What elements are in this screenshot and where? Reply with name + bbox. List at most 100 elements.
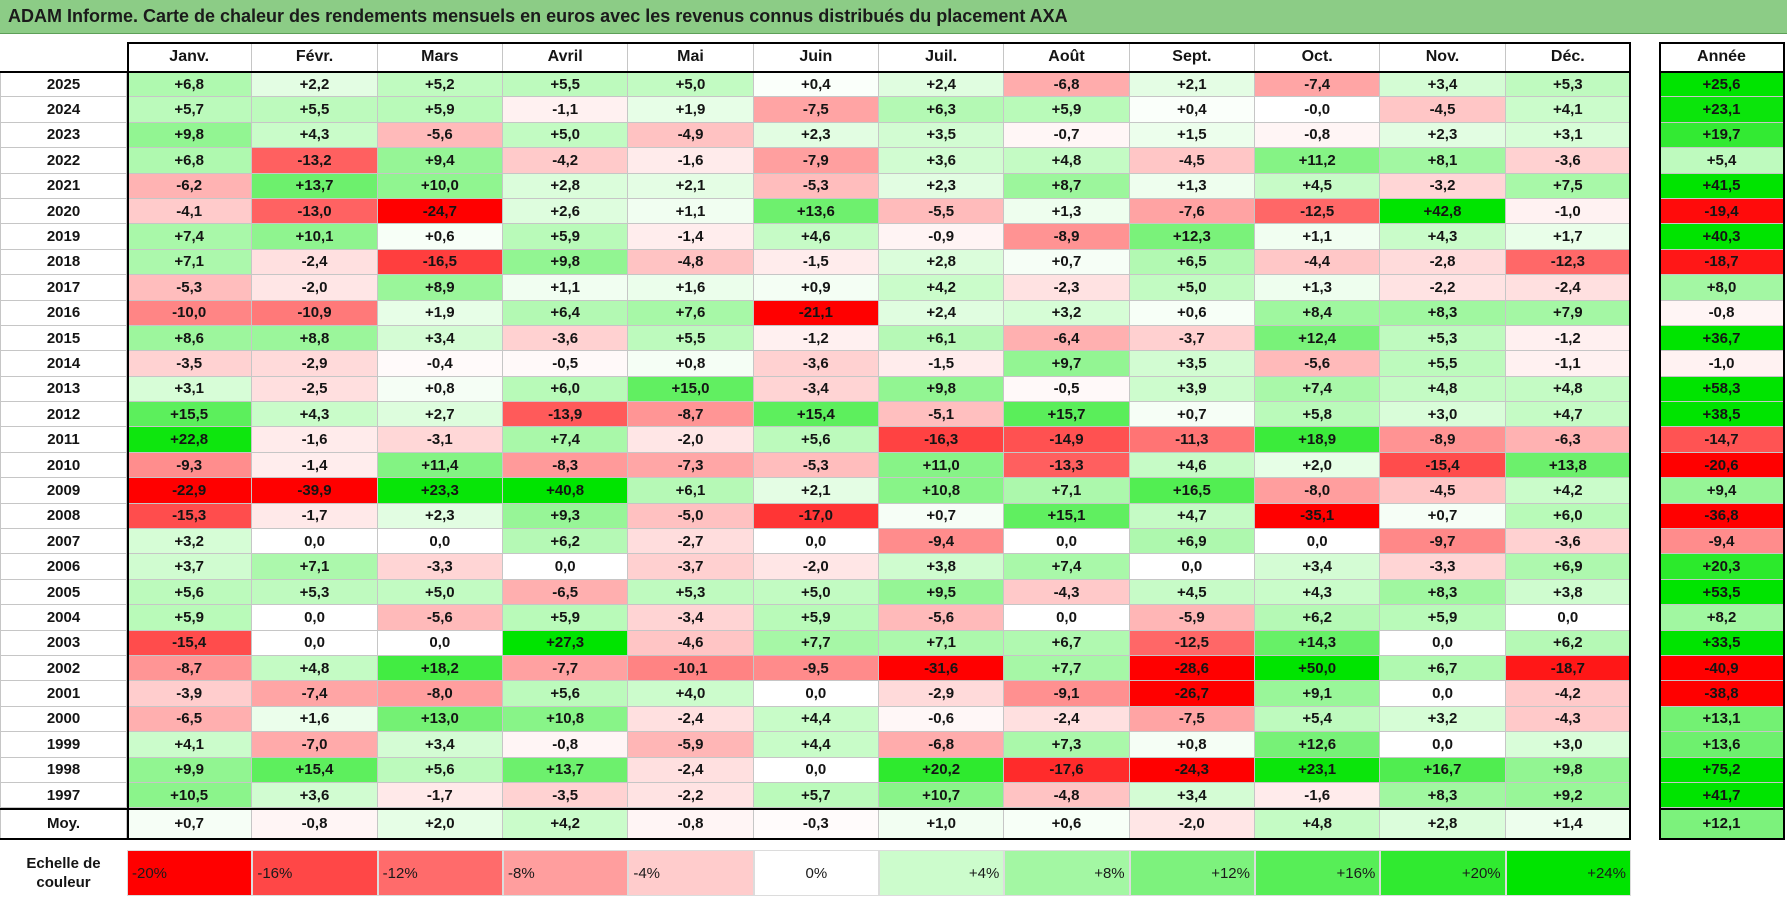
- row-label-year: 2003: [0, 630, 127, 656]
- heatmap-cell: -7,4: [1255, 72, 1381, 98]
- heatmap-cell: +2,3: [879, 173, 1005, 199]
- heatmap-cell: -7,4: [252, 681, 378, 707]
- heatmap-cell: +7,1: [252, 554, 378, 580]
- annual-total-cell: +8,2: [1659, 605, 1785, 631]
- heatmap-cell: +11,0: [879, 452, 1005, 479]
- row-label-year: 2023: [0, 122, 127, 149]
- annual-total-cell: +53,5: [1659, 579, 1785, 606]
- heatmap-cell: -17,0: [753, 503, 879, 530]
- heatmap-cell: -8,7: [628, 402, 754, 428]
- heatmap-cell: +9,9: [127, 757, 253, 783]
- heatmap-cell: +15,0: [628, 376, 754, 403]
- heatmap-cell: +7,1: [127, 249, 253, 276]
- row-label-year: 2017: [0, 275, 127, 301]
- heatmap-cell: -1,6: [1255, 782, 1381, 809]
- heatmap-cell: -2,4: [628, 706, 754, 733]
- heatmap-cell: -3,6: [1505, 148, 1631, 174]
- month-column-header: Mars: [377, 42, 503, 72]
- heatmap-cell: +0,7: [1004, 249, 1130, 276]
- heatmap-cell: +3,2: [127, 529, 253, 555]
- annual-total-cell: +13,1: [1659, 706, 1785, 733]
- heatmap-cell: 0,0: [1505, 605, 1631, 631]
- heatmap-cell: -7,5: [1129, 706, 1255, 733]
- heatmap-cell: +2,3: [753, 122, 879, 149]
- heatmap-cell: -28,6: [1129, 655, 1255, 682]
- heatmap-cell: +7,4: [1004, 554, 1130, 580]
- heatmap-cell: +1,6: [628, 275, 754, 301]
- heatmap-cell: -12,3: [1505, 249, 1631, 276]
- heatmap-cell: 0,0: [252, 630, 378, 656]
- heatmap-cell: +6,0: [1505, 503, 1631, 530]
- heatmap-cell: +7,7: [1004, 655, 1130, 682]
- row-label-year: 2001: [0, 681, 127, 707]
- heatmap-cell: +8,1: [1380, 148, 1506, 174]
- annual-total-cell: -0,8: [1659, 300, 1785, 326]
- annual-total-cell: +8,0: [1659, 275, 1785, 301]
- heatmap-cell: 0,0: [1380, 630, 1506, 656]
- heatmap-cell: +7,6: [628, 300, 754, 326]
- heatmap-cell: +7,5: [1505, 173, 1631, 199]
- heatmap-cell: +4,3: [1380, 224, 1506, 250]
- heatmap-cell: +3,8: [1505, 579, 1631, 606]
- row-label-year: 2009: [0, 478, 127, 504]
- heatmap-cell: -9,5: [753, 655, 879, 682]
- heatmap-cell: -0,0: [1255, 97, 1381, 123]
- average-row-label: Moy.: [0, 808, 127, 840]
- heatmap-cell: +5,5: [1380, 351, 1506, 377]
- heatmap-cell: +9,7: [1004, 351, 1130, 377]
- heatmap-cell: +22,8: [127, 427, 253, 453]
- heatmap-cell: +3,1: [127, 376, 253, 403]
- heatmap-cell: +16,5: [1129, 478, 1255, 504]
- heatmap-cell: +10,5: [127, 782, 253, 809]
- heatmap-cell: -4,2: [503, 148, 629, 174]
- heatmap-cell: +5,6: [503, 681, 629, 707]
- annual-total-cell: -18,7: [1659, 249, 1785, 276]
- annual-total-cell: -14,7: [1659, 427, 1785, 453]
- heatmap-cell: -26,7: [1129, 681, 1255, 707]
- heatmap-cell: -5,0: [628, 503, 754, 530]
- heatmap-cell: +5,0: [1129, 275, 1255, 301]
- heatmap-cell: +7,1: [879, 630, 1005, 656]
- heatmap-cell: +10,1: [252, 224, 378, 250]
- heatmap-cell: -22,9: [127, 478, 253, 504]
- heatmap-cell: +8,9: [377, 275, 503, 301]
- heatmap-cell: +3,9: [1129, 376, 1255, 403]
- heatmap-cell: -7,6: [1129, 198, 1255, 225]
- heatmap-cell: +42,8: [1380, 198, 1506, 225]
- heatmap-cell: -16,3: [879, 427, 1005, 453]
- heatmap-cell: -8,9: [1004, 224, 1130, 250]
- row-label-year: 2024: [0, 97, 127, 123]
- heatmap-cell: +10,8: [503, 706, 629, 733]
- heatmap-cell: +18,2: [377, 655, 503, 682]
- month-column-header: Juil.: [879, 42, 1005, 72]
- annual-total-cell: -20,6: [1659, 452, 1785, 479]
- heatmap-cell: -24,7: [377, 198, 503, 225]
- average-cell: +0,6: [1004, 808, 1130, 840]
- page-title: ADAM Informe. Carte de chaleur des rende…: [8, 6, 1068, 26]
- heatmap-cell: +5,9: [127, 605, 253, 631]
- heatmap-cell: +3,4: [377, 732, 503, 758]
- heatmap-cell: -10,1: [628, 655, 754, 682]
- heatmap-cell: -1,6: [628, 148, 754, 174]
- heatmap-cell: +0,8: [377, 376, 503, 403]
- heatmap-cell: -2,9: [879, 681, 1005, 707]
- heatmap-cell: -13,2: [252, 148, 378, 174]
- annual-total-cell: +58,3: [1659, 376, 1785, 403]
- heatmap-cell: +27,3: [503, 630, 629, 656]
- heatmap-cell: -6,5: [503, 579, 629, 606]
- heatmap-cell: +9,8: [127, 122, 253, 149]
- heatmap-cell: +5,0: [753, 579, 879, 606]
- heatmap-cell: +9,8: [503, 249, 629, 276]
- annual-total-cell: +23,1: [1659, 97, 1785, 123]
- row-label-year: 2005: [0, 579, 127, 606]
- heatmap-cell: +2,1: [753, 478, 879, 504]
- heatmap-cell: -21,1: [753, 300, 879, 326]
- heatmap-cell: -7,5: [753, 97, 879, 123]
- heatmap-cell: +0,4: [753, 72, 879, 98]
- heatmap-cell: +15,4: [753, 402, 879, 428]
- heatmap-cell: +16,7: [1380, 757, 1506, 783]
- color-scale: Echelle de couleur -20% -16% -12% -8% -4% 0% +4…: [0, 850, 1631, 896]
- heatmap-cell: +6,3: [879, 97, 1005, 123]
- heatmap-cell: -3,3: [1380, 554, 1506, 580]
- heatmap-cell: -18,7: [1505, 655, 1631, 682]
